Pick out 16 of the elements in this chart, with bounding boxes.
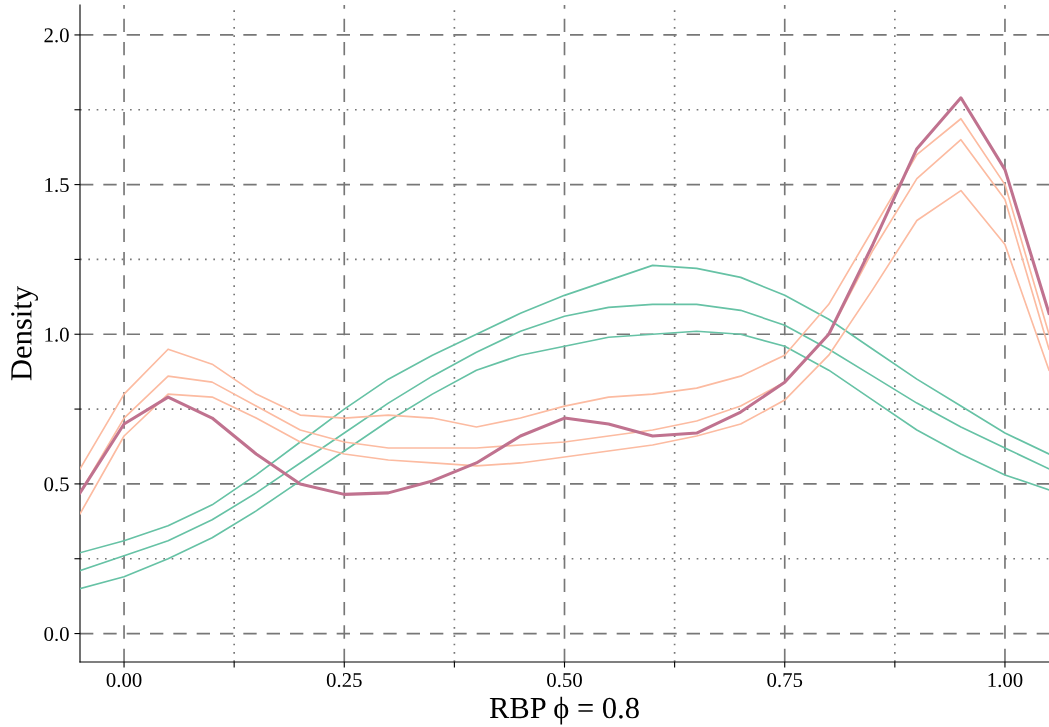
line-series	[80, 189, 1049, 515]
y-tick-label: 1.5	[45, 178, 69, 193]
line-series	[80, 264, 1049, 554]
y-tick-label: 0.5	[44, 477, 69, 492]
line-series	[80, 330, 1049, 590]
x-tick-label: 1.00	[988, 673, 1023, 688]
y-tick-label: 0.0	[44, 626, 69, 642]
line-series	[80, 303, 1049, 572]
x-tick-label: 0.25	[326, 673, 362, 688]
x-tick-label: 0.75	[767, 673, 803, 688]
x-tick-label: 0.50	[547, 673, 582, 688]
y-tick-label: 1.0	[45, 327, 69, 342]
x-axis-title: RBP ϕ = 0.8	[489, 696, 639, 725]
y-axis-title: Density	[11, 286, 38, 381]
y-tick-label: 2.0	[44, 28, 69, 43]
x-tick-label: 0.00	[106, 673, 142, 688]
